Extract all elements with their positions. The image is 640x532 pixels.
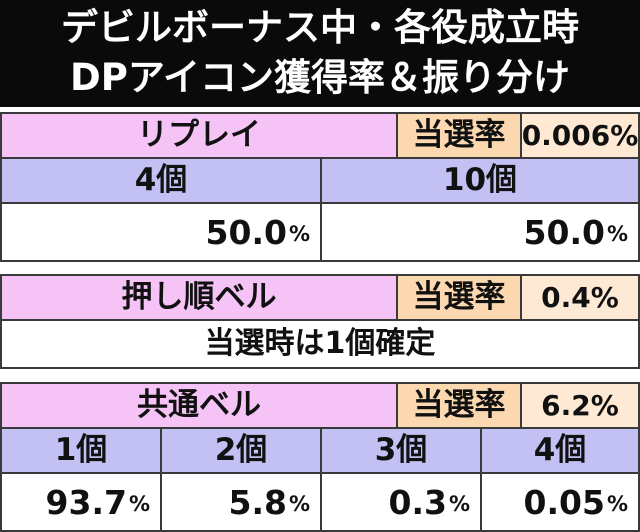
page-subtitle: DPアイコン獲得率＆振り分け bbox=[70, 56, 570, 99]
value-number: 5.8 bbox=[228, 482, 287, 522]
rate-value-push-order-bell: 0.4% bbox=[520, 274, 640, 321]
rate-label-common-bell: 当選率 bbox=[396, 382, 522, 429]
value-cell: 50.0% bbox=[320, 202, 640, 262]
value-cell: 0.3% bbox=[320, 472, 482, 532]
rate-label-push-order-bell: 当選率 bbox=[396, 274, 522, 321]
rate-value-replay: 0.006% bbox=[520, 112, 640, 159]
value-cell: 5.8% bbox=[160, 472, 322, 532]
column-header-4: 4個 bbox=[480, 427, 640, 474]
value-number: 0.05 bbox=[523, 482, 605, 522]
value-number: 93.7 bbox=[45, 482, 127, 522]
column-header-1: 1個 bbox=[0, 427, 162, 474]
section-title-replay: リプレイ bbox=[0, 112, 398, 159]
column-header-4: 4個 bbox=[0, 157, 322, 204]
column-header-10: 10個 bbox=[320, 157, 640, 204]
column-header-2: 2個 bbox=[160, 427, 322, 474]
page-title: デビルボーナス中・各役成立時 bbox=[61, 6, 579, 49]
percent-unit: % bbox=[606, 221, 628, 246]
percent-unit: % bbox=[448, 491, 470, 516]
guaranteed-note: 当選時は1個確定 bbox=[0, 319, 640, 369]
section-title-common-bell: 共通ベル bbox=[0, 382, 398, 429]
value-number: 0.3 bbox=[388, 482, 447, 522]
percent-unit: % bbox=[128, 491, 150, 516]
rate-label-replay: 当選率 bbox=[396, 112, 522, 159]
value-cell: 0.05% bbox=[480, 472, 640, 532]
percent-unit: % bbox=[606, 491, 628, 516]
value-number: 50.0 bbox=[523, 212, 605, 252]
value-cell: 50.0% bbox=[0, 202, 322, 262]
percent-unit: % bbox=[288, 221, 310, 246]
value-number: 50.0 bbox=[205, 212, 287, 252]
column-header-3: 3個 bbox=[320, 427, 482, 474]
section-title-push-order-bell: 押し順ベル bbox=[0, 274, 398, 321]
rate-value-common-bell: 6.2% bbox=[520, 382, 640, 429]
value-cell: 93.7% bbox=[0, 472, 162, 532]
header-banner: デビルボーナス中・各役成立時 DPアイコン獲得率＆振り分け bbox=[0, 0, 640, 107]
percent-unit: % bbox=[288, 491, 310, 516]
